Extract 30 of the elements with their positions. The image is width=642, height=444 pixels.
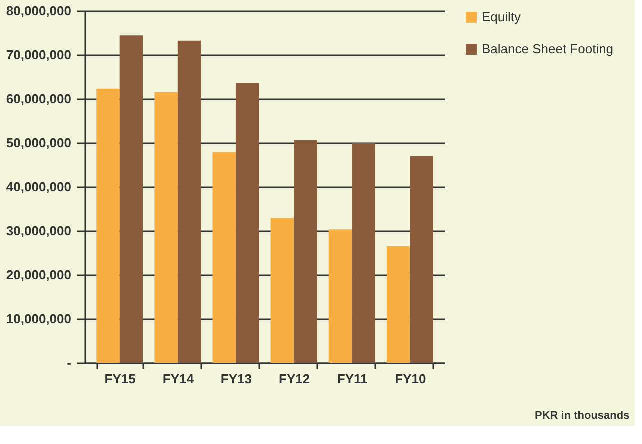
x-tick-label: FY14 <box>162 372 195 386</box>
y-tick-label: 80,000,000 <box>6 4 72 18</box>
y-tick-label: 10,000,000 <box>6 312 72 326</box>
bar <box>154 92 178 363</box>
bar <box>178 40 202 363</box>
legend-label: Balance Sheet Footing <box>482 42 614 56</box>
bar <box>212 152 236 363</box>
y-tick-label: 70,000,000 <box>6 48 72 62</box>
y-tick-label: 40,000,000 <box>6 180 72 194</box>
legend-label: Equilty <box>482 10 522 24</box>
x-tick-label: FY11 <box>337 372 368 386</box>
y-tick-label: 50,000,000 <box>6 136 72 150</box>
x-tick-label: FY13 <box>220 372 252 386</box>
bar <box>352 143 376 363</box>
y-tick-label: 30,000,000 <box>6 224 72 238</box>
y-tick-label: 20,000,000 <box>6 268 72 282</box>
x-tick-label: FY12 <box>278 372 310 386</box>
text: PKR in thousands <box>535 410 630 422</box>
bar <box>236 83 260 363</box>
bar <box>410 156 434 363</box>
bar <box>328 230 352 363</box>
bar <box>120 36 144 363</box>
y-tick-label: - <box>67 356 72 370</box>
bar <box>294 140 318 363</box>
y-tick-label: 60,000,000 <box>6 92 72 106</box>
x-tick-label: FY15 <box>104 372 136 386</box>
bar <box>270 218 294 363</box>
bar <box>386 246 410 363</box>
x-tick-label: FY10 <box>395 372 426 386</box>
bar <box>96 88 120 363</box>
